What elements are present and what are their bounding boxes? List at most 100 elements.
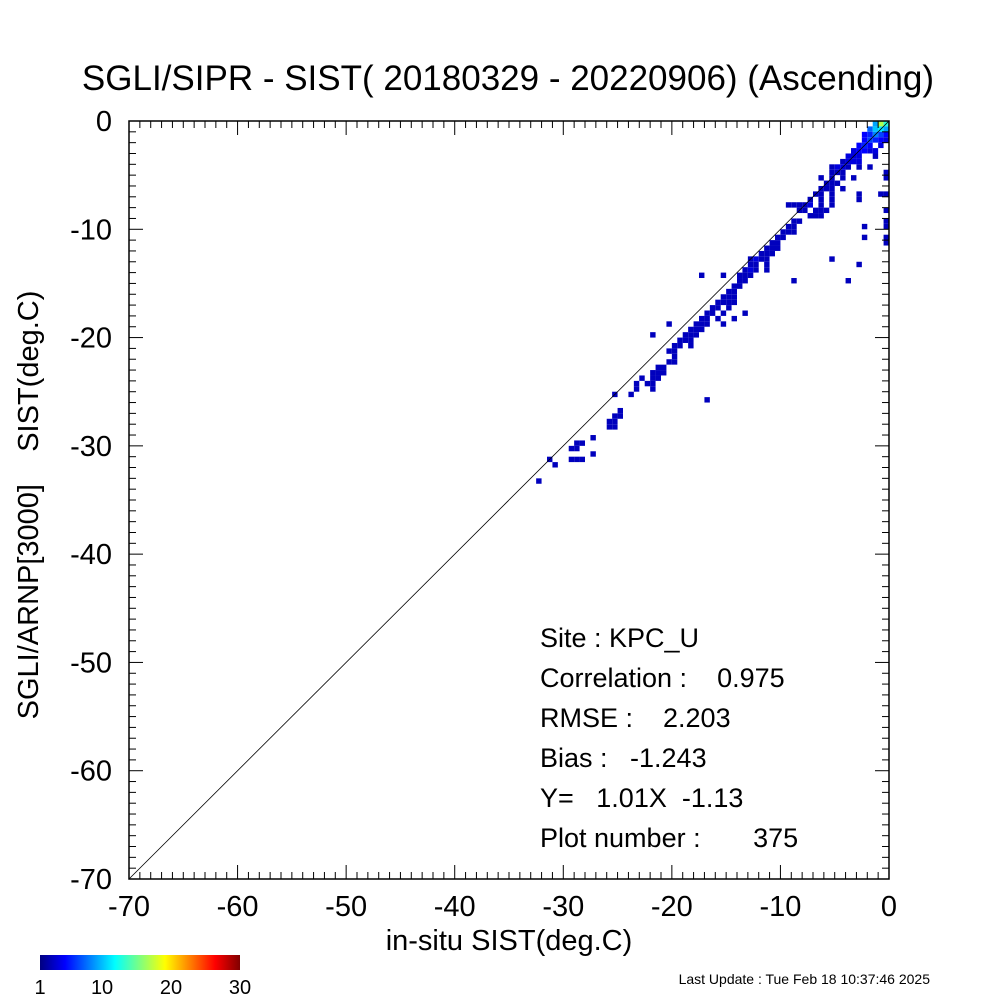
heatmap-cell xyxy=(829,256,835,262)
heatmap-cell xyxy=(753,267,759,273)
heatmap-cell xyxy=(720,299,727,306)
stats-annotation: Site : KPC_U Correlation : 0.975 RMSE : 2.… xyxy=(540,623,798,853)
heatmap-cell xyxy=(791,278,797,284)
heatmap-cell xyxy=(639,375,645,381)
heatmap-cell xyxy=(813,207,819,214)
heatmap-cell xyxy=(796,218,803,224)
heatmap-cell xyxy=(818,191,824,197)
heatmap-cell xyxy=(834,180,841,186)
heatmap-cell xyxy=(883,223,889,230)
x-tick-labels: -70 -60 -50 -40 -30 -20 -10 0 xyxy=(108,891,897,923)
heatmap-cell xyxy=(758,250,765,257)
stat-line: Y= 1.01X -1.13 xyxy=(540,783,743,813)
heatmap-cell xyxy=(650,380,656,387)
heatmap-cell xyxy=(823,185,830,192)
heatmap-cell xyxy=(704,397,710,403)
heatmap-cell xyxy=(856,261,862,268)
heatmap-cell xyxy=(764,261,770,268)
heatmap-cell xyxy=(612,424,618,430)
heatmap-cell xyxy=(867,142,873,149)
heatmap-cell xyxy=(644,380,651,387)
x-tick-label: 0 xyxy=(881,891,897,923)
heatmap-cell xyxy=(666,359,672,365)
heatmap-cell xyxy=(856,164,862,170)
heatmap-cell xyxy=(878,121,884,127)
heatmap-cell xyxy=(883,240,889,246)
heatmap-cell xyxy=(796,202,803,208)
heatmap-cell xyxy=(655,375,661,381)
colorbar-tick-label: 10 xyxy=(91,977,113,999)
heatmap-cell xyxy=(769,240,775,246)
heatmap-cell xyxy=(856,191,862,197)
heatmap-cell xyxy=(612,413,618,419)
heatmap-cell xyxy=(829,191,835,197)
heatmap-cell xyxy=(845,153,851,159)
heatmap-cell xyxy=(883,131,889,138)
heatmap-cell xyxy=(737,278,743,284)
heatmap-cell xyxy=(791,229,797,235)
heatmap-cell xyxy=(823,207,830,214)
plot-area xyxy=(128,120,890,880)
y-tick-label: -70 xyxy=(70,864,112,896)
y-tick-label: -20 xyxy=(70,323,112,355)
heatmap-cell xyxy=(883,207,889,214)
heatmap-cell xyxy=(878,131,884,138)
heatmap-cell xyxy=(856,158,862,165)
heatmap-cell xyxy=(747,261,754,268)
heatmap-cell xyxy=(693,332,699,338)
heatmap-cells xyxy=(536,121,889,484)
heatmap-cell xyxy=(883,137,889,143)
colorbar-gradient xyxy=(40,955,240,970)
heatmap-cell xyxy=(720,321,727,327)
heatmap-cell xyxy=(699,321,705,327)
heatmap-cell xyxy=(753,261,759,268)
y-tick-label: -10 xyxy=(70,214,112,246)
heatmap-cell xyxy=(606,424,613,430)
heatmap-cell xyxy=(872,137,879,143)
x-tick-label: -60 xyxy=(217,891,259,923)
heatmap-cell xyxy=(818,175,824,181)
heatmap-cell xyxy=(840,158,846,165)
stat-line: Site : KPC_U xyxy=(540,623,699,653)
heatmap-cell xyxy=(775,234,781,241)
heatmap-cell xyxy=(861,234,868,241)
heatmap-cell xyxy=(785,202,792,208)
heatmap-cell xyxy=(878,137,884,143)
heatmap-cell xyxy=(661,370,667,376)
y-tick-label: -60 xyxy=(70,756,112,788)
heatmap-cell xyxy=(802,207,808,214)
heatmap-cell xyxy=(878,142,884,149)
heatmap-cell xyxy=(682,337,689,343)
heatmap-cell xyxy=(666,321,672,327)
heatmap-cell xyxy=(861,137,868,143)
y-tick-labels: -70 -60 -50 -40 -30 -20 -10 0 xyxy=(70,106,112,896)
colorbar-tick-label: 1 xyxy=(34,977,45,999)
heatmap-cell xyxy=(726,294,732,300)
heatmap-cell xyxy=(807,213,813,219)
heatmap-cell xyxy=(818,202,824,208)
heatmap-cell xyxy=(769,245,775,251)
heatmap-cell xyxy=(579,456,585,463)
heatmap-cell xyxy=(769,250,775,257)
heatmap-cell xyxy=(840,175,846,181)
heatmap-cell xyxy=(791,223,797,230)
heatmap-cell xyxy=(704,310,710,316)
heatmap-cell xyxy=(883,218,889,224)
heatmap-cell xyxy=(780,229,786,235)
x-tick-label: -30 xyxy=(542,891,584,923)
heatmap-cell xyxy=(764,250,770,257)
heatmap-cell xyxy=(552,462,558,468)
heatmap-cell xyxy=(753,256,759,262)
heatmap-cell xyxy=(829,164,835,170)
heatmap-cell xyxy=(650,375,656,381)
stat-line: Correlation : 0.975 xyxy=(540,663,785,693)
heatmap-cell xyxy=(568,445,575,452)
heatmap-cell xyxy=(883,169,889,176)
colorbar-tick-label: 30 xyxy=(229,977,251,999)
heatmap-cell xyxy=(780,234,786,241)
heatmap-cell xyxy=(699,315,705,322)
colorbar: 1 10 20 30 xyxy=(34,955,251,999)
heatmap-cell xyxy=(731,283,737,289)
heatmap-cell xyxy=(742,310,748,316)
